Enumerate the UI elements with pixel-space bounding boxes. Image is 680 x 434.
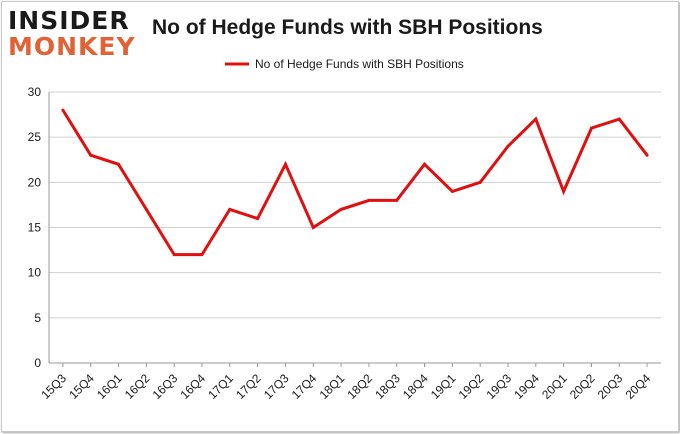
x-tick-label: 18Q2 (344, 371, 375, 402)
data-point (423, 162, 427, 166)
x-tick-label: 20Q2 (567, 371, 598, 402)
series-line (61, 109, 649, 257)
x-tick-label: 16Q2 (122, 371, 153, 402)
y-tick-label: 30 (28, 85, 42, 99)
data-point (256, 216, 260, 220)
x-tick-labels: 15Q315Q416Q116Q216Q316Q417Q117Q217Q317Q4… (38, 363, 653, 402)
x-tick-label: 16Q3 (150, 371, 181, 402)
y-tick-labels: 0 5 10 15 20 25 30 (28, 85, 42, 370)
y-tick-label: 20 (28, 175, 42, 189)
data-point (478, 180, 482, 184)
x-tick-label: 20Q4 (623, 371, 654, 402)
x-tick-label: 19Q4 (511, 371, 542, 402)
x-tick-label: 19Q2 (456, 371, 487, 402)
x-tick-label: 20Q1 (539, 371, 570, 402)
data-point (117, 162, 121, 166)
data-point (367, 198, 371, 202)
x-tick-label: 17Q2 (233, 371, 264, 402)
legend-label: No of Hedge Funds with SBH Positions (255, 57, 464, 71)
data-point (339, 207, 343, 211)
x-tick-label: 20Q3 (595, 371, 626, 402)
x-tick-label: 16Q4 (177, 371, 208, 402)
legend: No of Hedge Funds with SBH Positions (225, 57, 464, 71)
data-point (144, 207, 148, 211)
x-tick-label: 17Q3 (261, 371, 292, 402)
insider-monkey-logo: INSIDER MONKEY (8, 8, 136, 59)
chart-title: No of Hedge Funds with SBH Positions (152, 16, 543, 39)
data-point (283, 162, 287, 166)
x-tick-label: 15Q3 (38, 371, 69, 402)
data-point (645, 153, 649, 157)
x-tick-label: 18Q1 (317, 371, 348, 402)
y-tick-label: 10 (28, 266, 42, 280)
y-tick-label: 5 (34, 311, 41, 325)
y-tick-label: 25 (28, 130, 42, 144)
x-tick-label: 19Q1 (428, 371, 459, 402)
x-tick-label: 19Q3 (483, 371, 514, 402)
grid-lines (49, 91, 661, 319)
data-point (89, 153, 93, 157)
data-point (562, 189, 566, 193)
data-point (589, 126, 593, 130)
data-point (200, 253, 204, 257)
x-tick-label: 16Q1 (94, 371, 125, 402)
x-tick-label: 18Q3 (372, 371, 403, 402)
x-tick-label: 15Q4 (66, 371, 97, 402)
data-point (534, 117, 538, 121)
axes (48, 92, 661, 364)
data-point (172, 253, 176, 257)
x-tick-label: 17Q1 (205, 371, 236, 402)
logo-line-2: MONKEY (8, 32, 136, 61)
x-tick-label: 18Q4 (400, 371, 431, 402)
data-point (228, 207, 232, 211)
data-point (617, 117, 621, 121)
y-tick-label: 15 (28, 221, 42, 235)
data-point (61, 108, 65, 112)
logo-line-1: INSIDER (8, 6, 130, 35)
data-point (311, 226, 315, 229)
data-point (506, 144, 510, 148)
data-point (395, 198, 399, 202)
series-lines (61, 108, 649, 257)
x-tick-label: 17Q4 (289, 371, 320, 402)
data-point (450, 189, 454, 193)
y-tick-label: 0 (34, 356, 41, 370)
